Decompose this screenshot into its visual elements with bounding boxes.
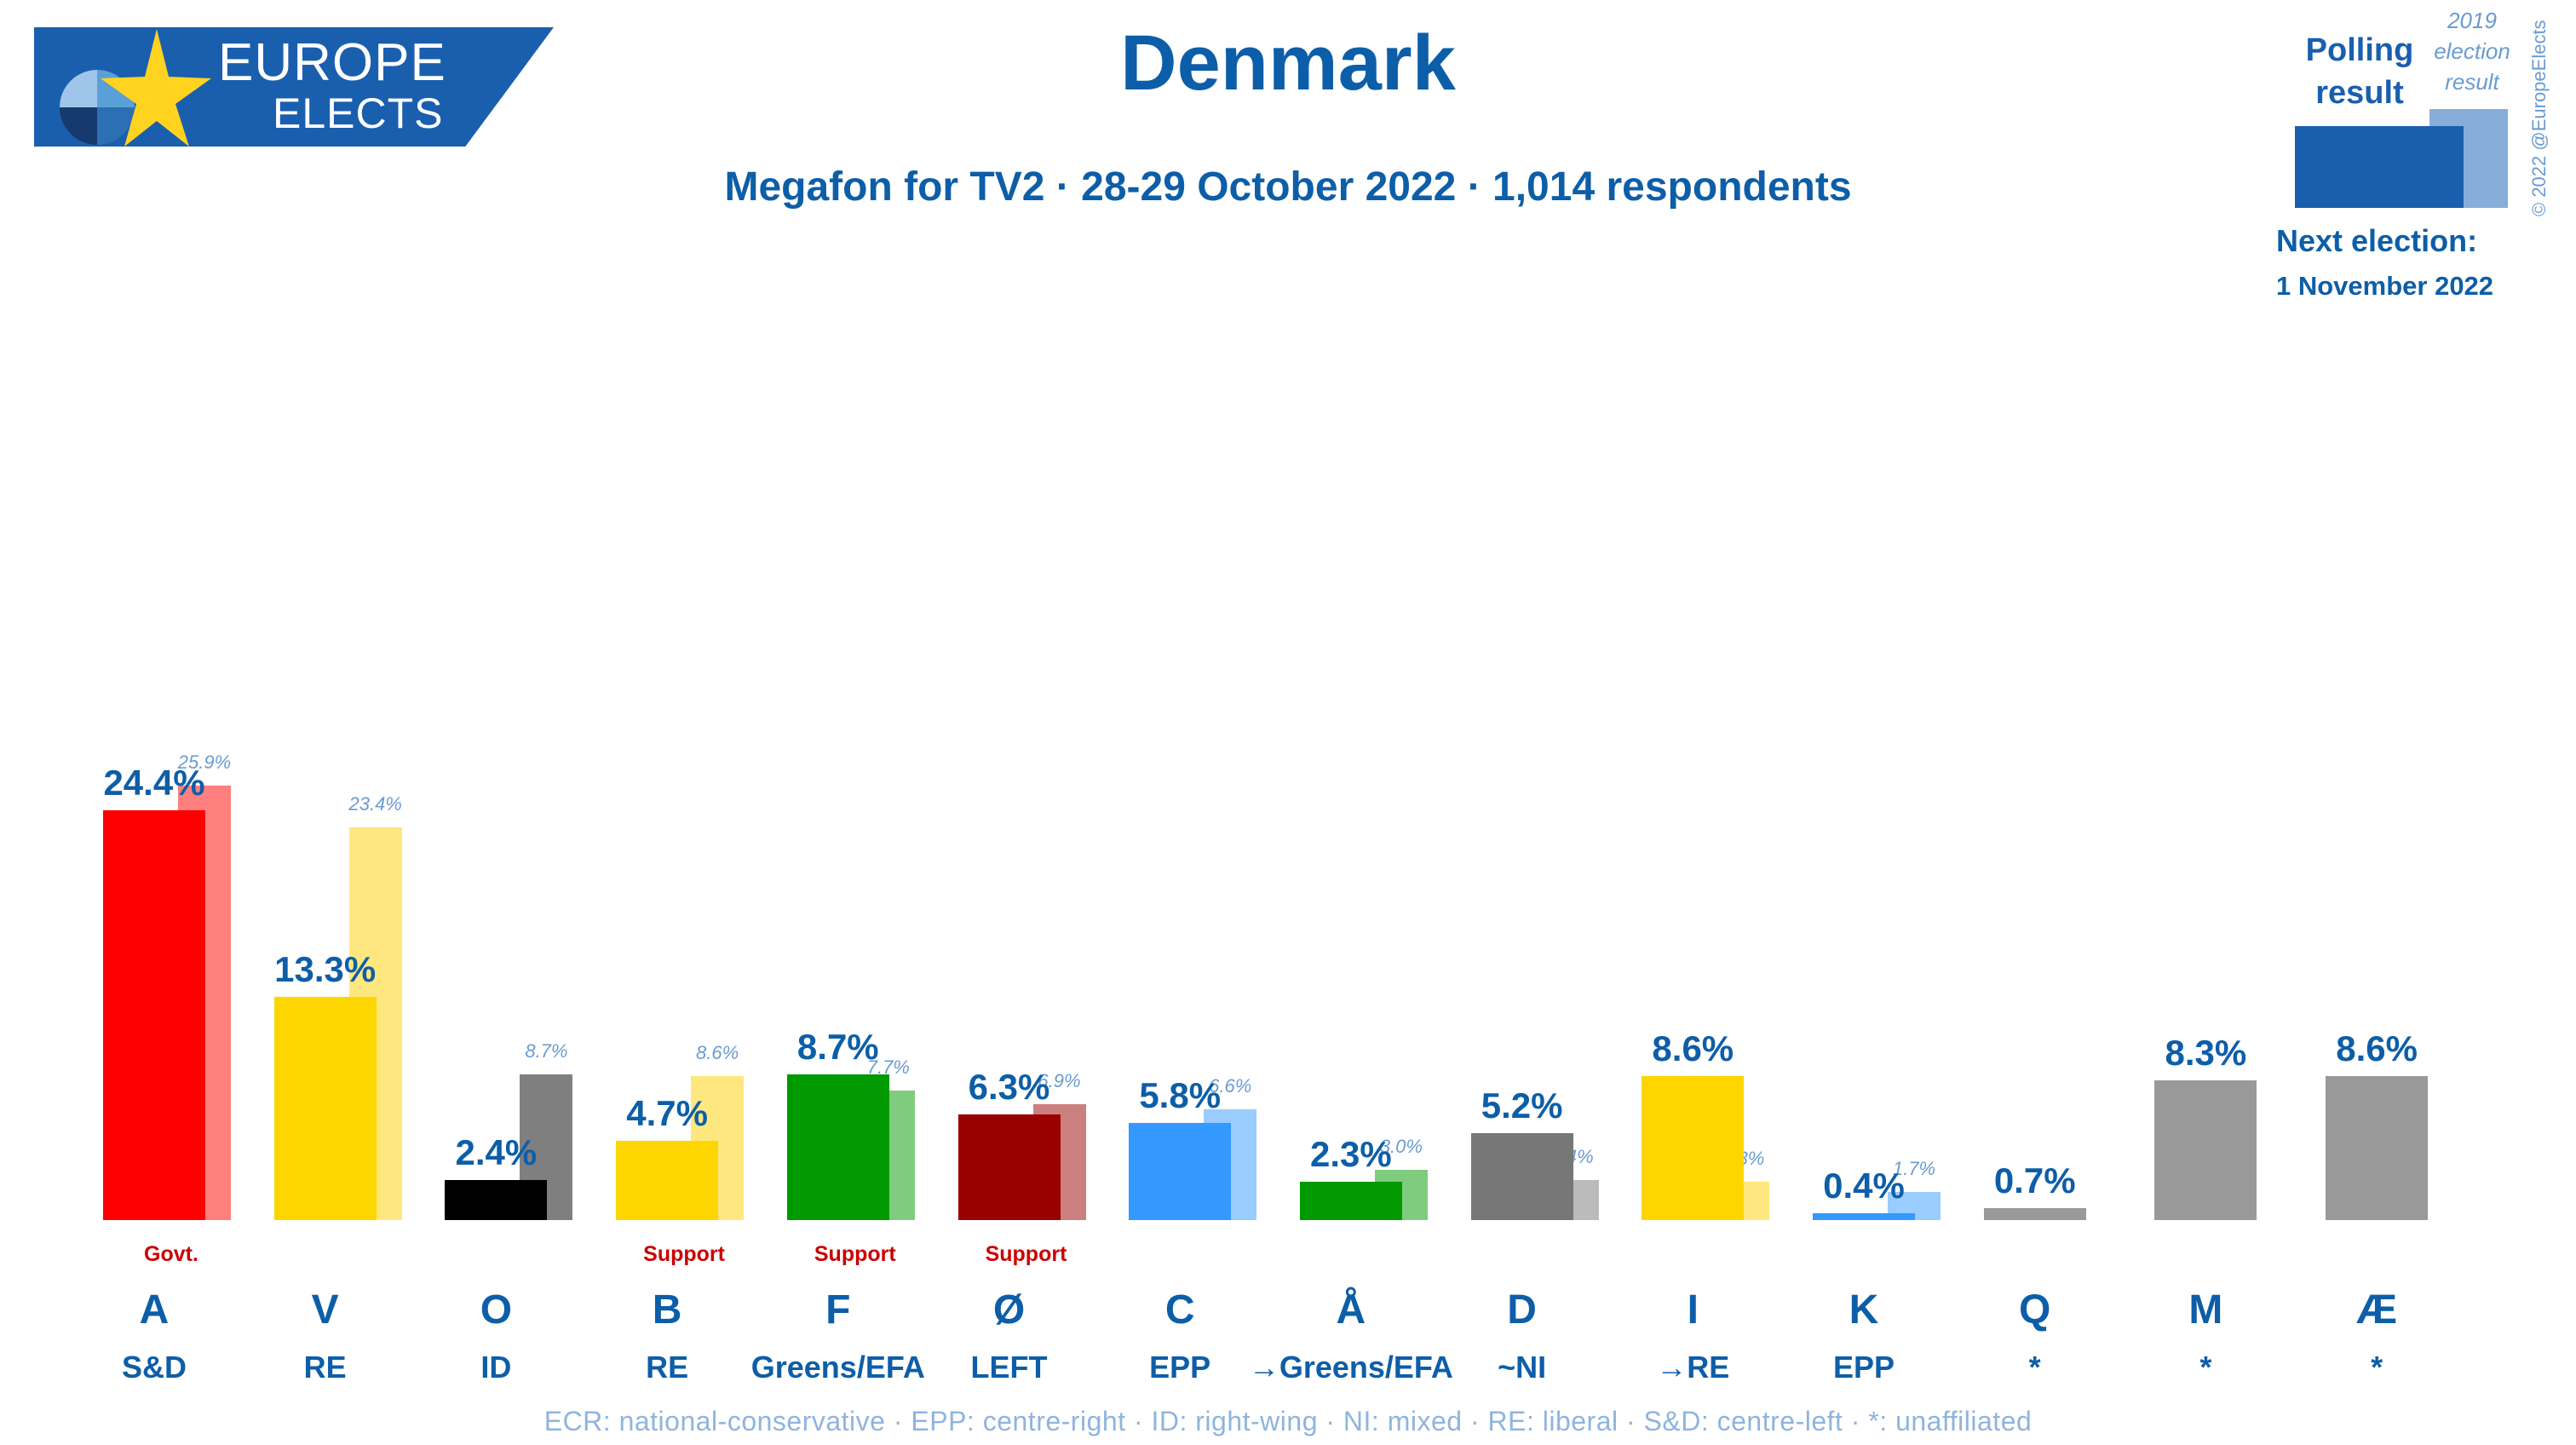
prev-value-label-Ø: 6.9% (1038, 1070, 1081, 1092)
party-group-K: EPP (1832, 1350, 1895, 1385)
poll-value-label-I: 8.6% (1652, 1028, 1734, 1068)
party-code-K: K (1849, 1287, 1879, 1333)
party-code-B: B (652, 1287, 682, 1333)
poll-value-label-Å: 2.3% (1310, 1133, 1392, 1174)
party-code-D: D (1507, 1287, 1537, 1333)
party-code-O: O (480, 1287, 513, 1333)
poll-value-label-B: 4.7% (626, 1093, 708, 1134)
poll-value-label-Q: 0.7% (1993, 1160, 2076, 1201)
poll-bar-Ø (957, 1114, 1061, 1220)
legend-polling-label: Polling result (2300, 29, 2419, 114)
prev-value-label-O: 8.7% (525, 1039, 568, 1062)
party-group-Å: →Greens/EFA (1248, 1350, 1453, 1385)
legend-polling-line2: result (2315, 75, 2404, 111)
party-group-F: Greens/EFA (750, 1350, 925, 1385)
party-code-Ø: Ø (992, 1287, 1026, 1333)
party-group-A: S&D (121, 1350, 187, 1385)
next-election-date: 1 November 2022 (2276, 271, 2494, 301)
next-election-label: Next election: (2276, 223, 2478, 258)
logo-text-elects: ELECTS (273, 89, 444, 137)
party-group-C: EPP (1149, 1350, 1211, 1385)
legend-prev-label: 2019 election result (2424, 5, 2520, 97)
party-group-B: RE (646, 1350, 689, 1385)
party-group-D: ~NI (1498, 1350, 1547, 1385)
poll-bar-M (2154, 1080, 2257, 1220)
poll-bar-B (616, 1141, 719, 1220)
party-group-O: ID (480, 1350, 512, 1385)
poll-value-label-C: 5.8% (1139, 1074, 1222, 1115)
logo-icon (60, 29, 211, 147)
poll-bar-D (1470, 1132, 1573, 1220)
chart-title: Denmark (1120, 20, 1456, 107)
prev-value-label-B: 8.6% (696, 1041, 739, 1063)
party-code-C: C (1164, 1287, 1195, 1333)
poll-bar-F (786, 1074, 889, 1220)
logo-text-europe: EUROPE (218, 33, 446, 92)
party-group-V: RE (303, 1350, 347, 1385)
party-code-M: M (2188, 1287, 2223, 1333)
poll-value-label-Æ: 8.6% (2336, 1028, 2418, 1068)
party-code-Æ: Æ (2356, 1287, 2398, 1333)
footer-legend: ECR: national-conservative · EPP: centre… (543, 1406, 2033, 1436)
poll-value-label-Ø: 6.3% (968, 1066, 1050, 1107)
prev-value-label-K: 1.7% (1892, 1157, 1936, 1179)
party-group-Ø: LEFT (970, 1350, 1048, 1385)
poll-value-label-A: 24.4% (103, 763, 205, 803)
status-label-A: Govt. (144, 1242, 198, 1266)
poll-bar-K (1813, 1213, 1915, 1220)
status-label-Ø: Support (985, 1242, 1067, 1266)
legend-polling-line1: Polling (2305, 32, 2414, 68)
poll-bar-Æ (2326, 1075, 2429, 1220)
poll-bar-Q (1983, 1208, 2086, 1220)
poll-bar-V (273, 996, 377, 1220)
party-code-V: V (311, 1287, 339, 1333)
poll-value-label-M: 8.3% (2165, 1033, 2247, 1074)
prev-value-label-C: 6.6% (1209, 1074, 1252, 1097)
poll-value-label-O: 2.4% (455, 1131, 538, 1172)
poll-bar-A (103, 810, 205, 1220)
party-code-Q: Q (2019, 1287, 2051, 1333)
poll-bar-I (1642, 1075, 1745, 1220)
poll-value-label-F: 8.7% (796, 1026, 879, 1067)
party-code-A: A (139, 1287, 170, 1333)
poll-value-label-V: 13.3% (274, 948, 377, 989)
status-label-F: Support (814, 1242, 896, 1266)
party-code-F: F (825, 1287, 851, 1333)
party-code-Å: Å (1336, 1287, 1366, 1333)
legend-prev-line2: election (2434, 38, 2510, 64)
party-group-I: →RE (1656, 1350, 1730, 1385)
prev-value-label-Å: 3.0% (1379, 1135, 1423, 1157)
party-group-Æ: * (2371, 1350, 2383, 1385)
party-group-Q: * (2028, 1350, 2041, 1385)
prev-value-label-V: 23.4% (348, 793, 402, 815)
poll-value-label-K: 0.4% (1823, 1166, 1905, 1206)
poll-bar-O (445, 1179, 548, 1220)
poll-value-label-D: 5.2% (1481, 1085, 1563, 1125)
legend-prev-line3: result (2445, 69, 2499, 95)
chart-subtitle: Megafon for TV2 · 28-29 October 2022 · 1… (724, 164, 1852, 210)
legend-prev-line1: 2019 (2447, 8, 2497, 33)
prev-value-label-A: 25.9% (177, 751, 232, 773)
party-code-I: I (1687, 1287, 1699, 1333)
status-label-B: Support (643, 1242, 725, 1266)
party-group-M: * (2199, 1350, 2212, 1385)
poll-bar-Å (1299, 1181, 1402, 1220)
legend-polling-swatch (2295, 126, 2464, 208)
poll-bar-C (1129, 1122, 1232, 1220)
